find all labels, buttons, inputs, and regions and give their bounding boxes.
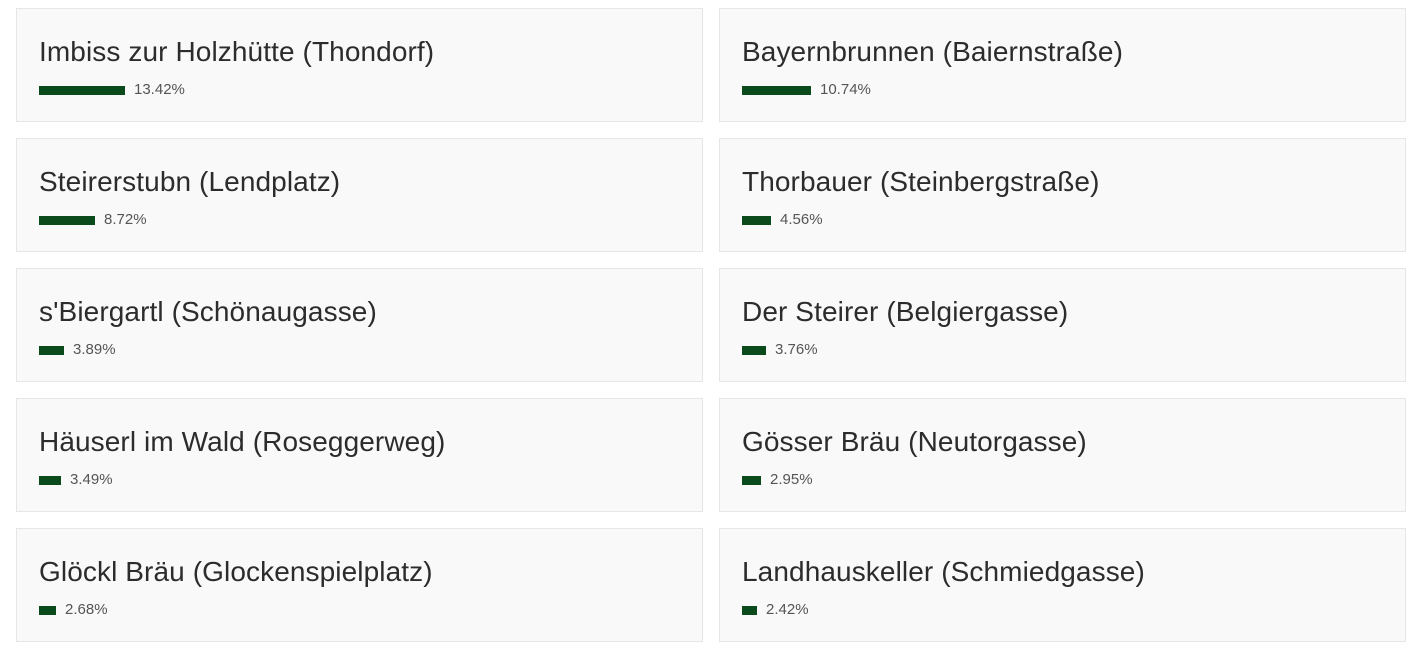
result-percent: 2.68% <box>65 601 108 618</box>
result-card[interactable]: s'Biergartl (Schönaugasse) 3.89% <box>16 268 703 382</box>
poll-results-grid: Imbiss zur Holzhütte (Thondorf) 13.42% B… <box>16 8 1406 642</box>
result-card[interactable]: Steirerstubn (Lendplatz) 8.72% <box>16 138 703 252</box>
result-percent: 2.95% <box>770 471 813 488</box>
result-title: Der Steirer (Belgiergasse) <box>742 296 1069 327</box>
result-bar-row: 13.42% <box>39 81 680 99</box>
result-title: Gösser Bräu (Neutorgasse) <box>742 426 1087 457</box>
result-bar <box>742 85 811 95</box>
result-percent: 3.49% <box>70 471 113 488</box>
result-card[interactable]: Gösser Bräu (Neutorgasse) 2.95% <box>719 398 1406 512</box>
result-bar <box>39 345 64 355</box>
result-bar-row: 4.56% <box>742 211 1383 229</box>
result-card[interactable]: Landhauskeller (Schmiedgasse) 2.42% <box>719 528 1406 642</box>
result-card[interactable]: Imbiss zur Holzhütte (Thondorf) 13.42% <box>16 8 703 122</box>
result-bar-row: 2.68% <box>39 601 680 619</box>
result-percent: 13.42% <box>134 81 185 98</box>
result-bar-row: 2.95% <box>742 471 1383 489</box>
result-bar <box>39 475 61 485</box>
result-bar-row: 3.89% <box>39 341 680 359</box>
result-title: Thorbauer (Steinbergstraße) <box>742 166 1100 197</box>
result-percent: 10.74% <box>820 81 871 98</box>
result-title: Steirerstubn (Lendplatz) <box>39 166 341 197</box>
result-bar-row: 2.42% <box>742 601 1383 619</box>
result-bar <box>39 85 125 95</box>
result-percent: 3.89% <box>73 341 116 358</box>
result-bar-row: 3.76% <box>742 341 1383 359</box>
result-bar-row: 3.49% <box>39 471 680 489</box>
result-card[interactable]: Thorbauer (Steinbergstraße) 4.56% <box>719 138 1406 252</box>
result-percent: 3.76% <box>775 341 818 358</box>
result-title: Häuserl im Wald (Roseggerweg) <box>39 426 446 457</box>
result-percent: 4.56% <box>780 211 823 228</box>
result-title: Landhauskeller (Schmiedgasse) <box>742 556 1145 587</box>
result-card[interactable]: Bayernbrunnen (Baiernstraße) 10.74% <box>719 8 1406 122</box>
result-bar <box>39 215 95 225</box>
result-title: Bayernbrunnen (Baiernstraße) <box>742 36 1123 67</box>
result-card[interactable]: Häuserl im Wald (Roseggerweg) 3.49% <box>16 398 703 512</box>
result-card[interactable]: Der Steirer (Belgiergasse) 3.76% <box>719 268 1406 382</box>
result-bar <box>742 345 766 355</box>
result-bar <box>742 215 771 225</box>
result-card[interactable]: Glöckl Bräu (Glockenspielplatz) 2.68% <box>16 528 703 642</box>
result-bar-row: 8.72% <box>39 211 680 229</box>
result-percent: 8.72% <box>104 211 147 228</box>
result-bar-row: 10.74% <box>742 81 1383 99</box>
result-bar <box>742 605 757 615</box>
result-bar <box>39 605 56 615</box>
result-title: Glöckl Bräu (Glockenspielplatz) <box>39 556 433 587</box>
result-title: s'Biergartl (Schönaugasse) <box>39 296 377 327</box>
result-title: Imbiss zur Holzhütte (Thondorf) <box>39 36 435 67</box>
result-percent: 2.42% <box>766 601 809 618</box>
result-bar <box>742 475 761 485</box>
